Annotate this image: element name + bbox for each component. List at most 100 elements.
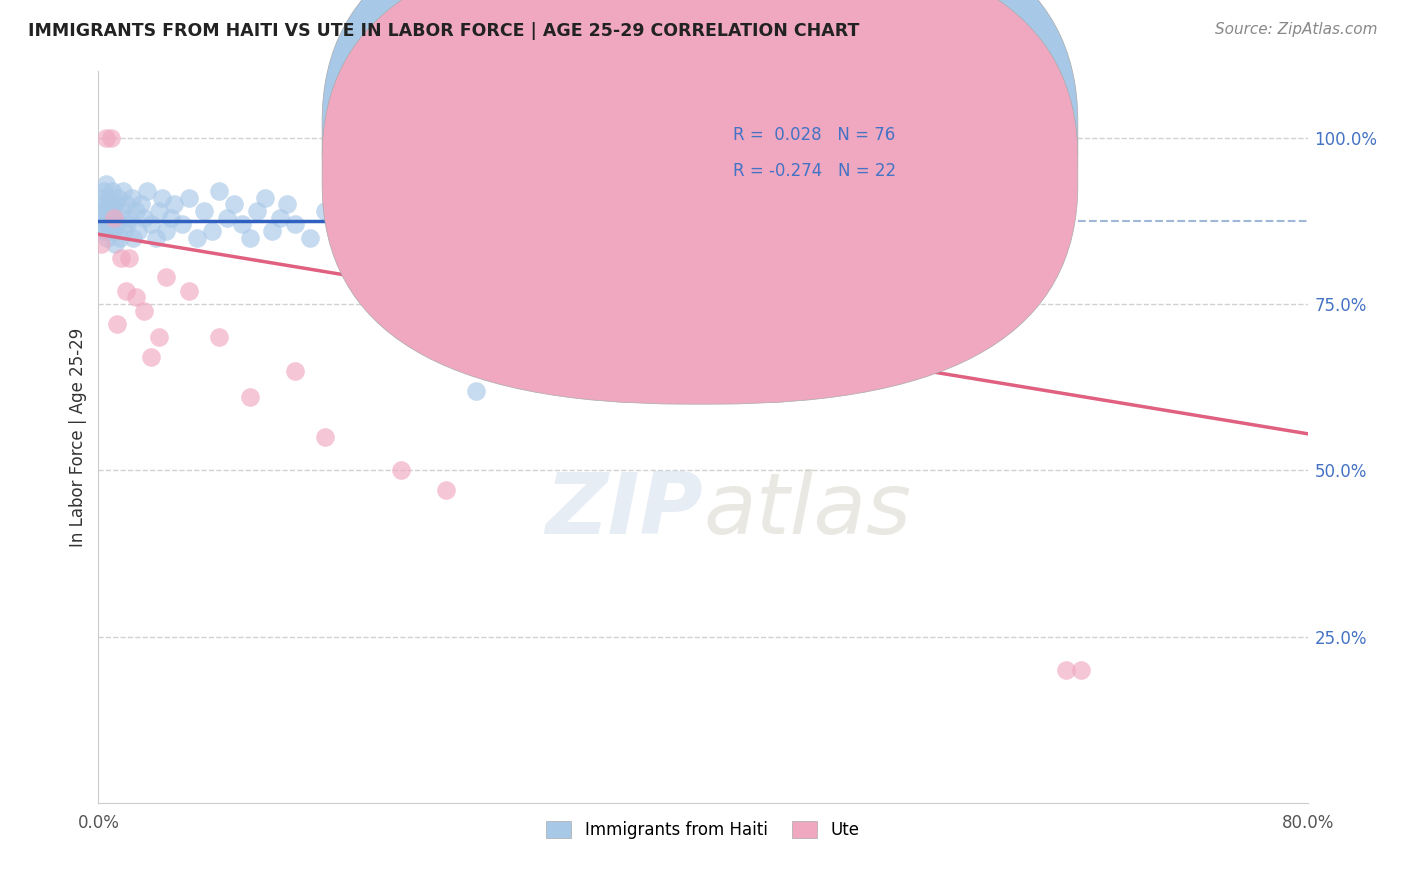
Point <box>93 224 115 238</box>
Point <box>115 217 138 231</box>
Point <box>96 230 118 244</box>
Point <box>91 197 114 211</box>
Point <box>104 237 127 252</box>
Point <box>111 184 134 198</box>
Point <box>114 284 136 298</box>
Point <box>127 224 149 238</box>
Point <box>170 217 193 231</box>
Point <box>163 197 186 211</box>
Point <box>135 184 157 198</box>
Point <box>101 204 124 219</box>
Point <box>360 211 382 225</box>
Point <box>132 303 155 318</box>
Point <box>155 270 177 285</box>
Point <box>94 131 117 145</box>
Point <box>98 224 121 238</box>
Point <box>208 330 231 344</box>
Point <box>132 211 155 225</box>
Point <box>179 284 201 298</box>
Point <box>103 211 125 225</box>
Point <box>141 217 163 231</box>
Point <box>141 351 163 365</box>
Point <box>114 197 136 211</box>
Point <box>284 363 307 377</box>
Point <box>148 330 170 344</box>
Point <box>155 224 177 238</box>
Point <box>105 317 128 331</box>
Point <box>100 197 122 211</box>
Text: ZIP: ZIP <box>546 468 703 552</box>
Point <box>253 191 276 205</box>
Point <box>103 224 125 238</box>
Point <box>314 430 336 444</box>
FancyBboxPatch shape <box>322 0 1078 368</box>
Point <box>284 217 307 231</box>
Point <box>101 184 124 198</box>
Text: R =  0.028   N = 76: R = 0.028 N = 76 <box>734 126 896 144</box>
Point <box>107 191 129 205</box>
Point <box>262 224 284 238</box>
Y-axis label: In Labor Force | Age 25-29: In Labor Force | Age 25-29 <box>69 327 87 547</box>
Point <box>269 211 291 225</box>
Point <box>813 204 835 219</box>
Point <box>129 197 152 211</box>
Point <box>118 251 141 265</box>
Point <box>98 191 121 205</box>
Point <box>276 197 298 211</box>
Point <box>465 384 488 398</box>
Point <box>90 204 112 219</box>
Text: IMMIGRANTS FROM HAITI VS UTE IN LABOR FORCE | AGE 25-29 CORRELATION CHART: IMMIGRANTS FROM HAITI VS UTE IN LABOR FO… <box>28 22 859 40</box>
Point <box>125 290 148 304</box>
Text: Source: ZipAtlas.com: Source: ZipAtlas.com <box>1215 22 1378 37</box>
Point <box>90 191 112 205</box>
Point <box>224 197 246 211</box>
Point <box>344 224 367 238</box>
Point <box>148 204 170 219</box>
Point <box>420 217 443 231</box>
Text: R = -0.274   N = 22: R = -0.274 N = 22 <box>734 162 897 180</box>
Point <box>571 191 593 205</box>
Point <box>160 211 183 225</box>
Point <box>314 204 336 219</box>
Point <box>105 217 128 231</box>
Point <box>179 191 201 205</box>
Point <box>434 483 457 498</box>
Point <box>150 191 173 205</box>
Point <box>91 211 114 225</box>
Point <box>215 211 238 225</box>
Point <box>186 230 208 244</box>
Point <box>299 230 322 244</box>
Point <box>239 230 262 244</box>
Point <box>329 191 352 205</box>
Point <box>121 191 143 205</box>
Text: atlas: atlas <box>703 468 911 552</box>
Point <box>661 211 683 225</box>
Point <box>96 211 118 225</box>
Legend: Immigrants from Haiti, Ute: Immigrants from Haiti, Ute <box>540 814 866 846</box>
Point <box>239 390 262 404</box>
Point <box>246 204 269 219</box>
Point <box>104 197 127 211</box>
Point <box>103 211 125 225</box>
FancyBboxPatch shape <box>322 0 1078 404</box>
Point <box>201 224 224 238</box>
Point <box>389 197 412 211</box>
Point <box>122 230 145 244</box>
Point <box>100 131 122 145</box>
Point <box>208 184 231 198</box>
Point <box>193 204 215 219</box>
Point <box>112 224 135 238</box>
Point <box>1054 663 1077 677</box>
Point <box>94 217 117 231</box>
Point <box>94 204 117 219</box>
Point <box>125 204 148 219</box>
Point <box>100 217 122 231</box>
FancyBboxPatch shape <box>655 94 1005 203</box>
Point <box>783 217 806 231</box>
Point <box>389 463 412 477</box>
Point <box>723 197 745 211</box>
Point <box>118 211 141 225</box>
Point <box>89 217 111 231</box>
Point <box>510 204 533 219</box>
Point <box>110 204 132 219</box>
